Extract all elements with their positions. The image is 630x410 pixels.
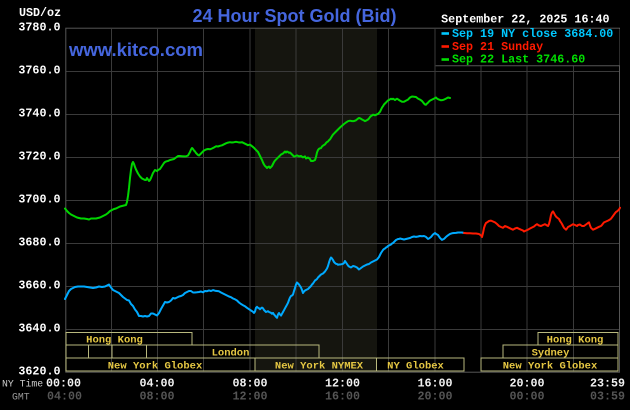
svg-text:Hong Kong: Hong Kong <box>86 334 143 346</box>
svg-text:New York Globex: New York Globex <box>108 360 203 372</box>
svg-text:03:59: 03:59 <box>590 390 625 404</box>
svg-text:3740.0: 3740.0 <box>18 107 60 121</box>
svg-text:12:00: 12:00 <box>232 390 267 404</box>
svg-text:Sep 22 Last 3746.60: Sep 22 Last 3746.60 <box>452 52 585 66</box>
svg-text:23:59: 23:59 <box>590 376 625 390</box>
svg-text:12:00: 12:00 <box>325 376 360 390</box>
svg-text:NY Time: NY Time <box>2 378 43 389</box>
svg-text:3720.0: 3720.0 <box>18 150 60 164</box>
svg-text:3680.0: 3680.0 <box>18 236 60 250</box>
svg-text:3760.0: 3760.0 <box>18 64 60 78</box>
svg-text:3700.0: 3700.0 <box>18 193 60 207</box>
svg-text:www.kitco.com: www.kitco.com <box>68 39 203 60</box>
svg-text:16:00: 16:00 <box>325 390 360 404</box>
svg-text:08:00: 08:00 <box>232 376 267 390</box>
svg-text:September 22, 2025 16:40: September 22, 2025 16:40 <box>441 13 609 27</box>
svg-text:London: London <box>212 347 250 359</box>
svg-text:20:00: 20:00 <box>417 390 452 404</box>
svg-text:00:00: 00:00 <box>509 390 544 404</box>
svg-text:New York Globex: New York Globex <box>503 360 598 372</box>
svg-text:New York NYMEX: New York NYMEX <box>275 360 364 372</box>
svg-text:Sep 21 Sunday: Sep 21 Sunday <box>452 40 543 54</box>
svg-text:Sep 19 NY close 3684.00: Sep 19 NY close 3684.00 <box>452 27 613 41</box>
svg-text:3640.0: 3640.0 <box>18 322 60 336</box>
svg-text:04:00: 04:00 <box>47 390 82 404</box>
svg-text:08:00: 08:00 <box>139 390 174 404</box>
svg-text:3660.0: 3660.0 <box>18 279 60 293</box>
svg-text:GMT: GMT <box>12 392 30 403</box>
svg-text:NY Globex: NY Globex <box>387 360 444 372</box>
svg-text:Sydney: Sydney <box>532 347 571 359</box>
svg-text:Hong Kong: Hong Kong <box>547 334 604 346</box>
svg-text:20:00: 20:00 <box>509 376 544 390</box>
svg-text:16:00: 16:00 <box>417 376 452 390</box>
svg-text:USD/oz: USD/oz <box>19 6 61 20</box>
svg-text:04:00: 04:00 <box>139 376 174 390</box>
svg-text:24 Hour Spot Gold (Bid): 24 Hour Spot Gold (Bid) <box>193 6 397 26</box>
svg-text:3620.0: 3620.0 <box>18 365 60 379</box>
svg-text:00:00: 00:00 <box>46 376 81 390</box>
svg-text:3780.0: 3780.0 <box>18 21 60 35</box>
